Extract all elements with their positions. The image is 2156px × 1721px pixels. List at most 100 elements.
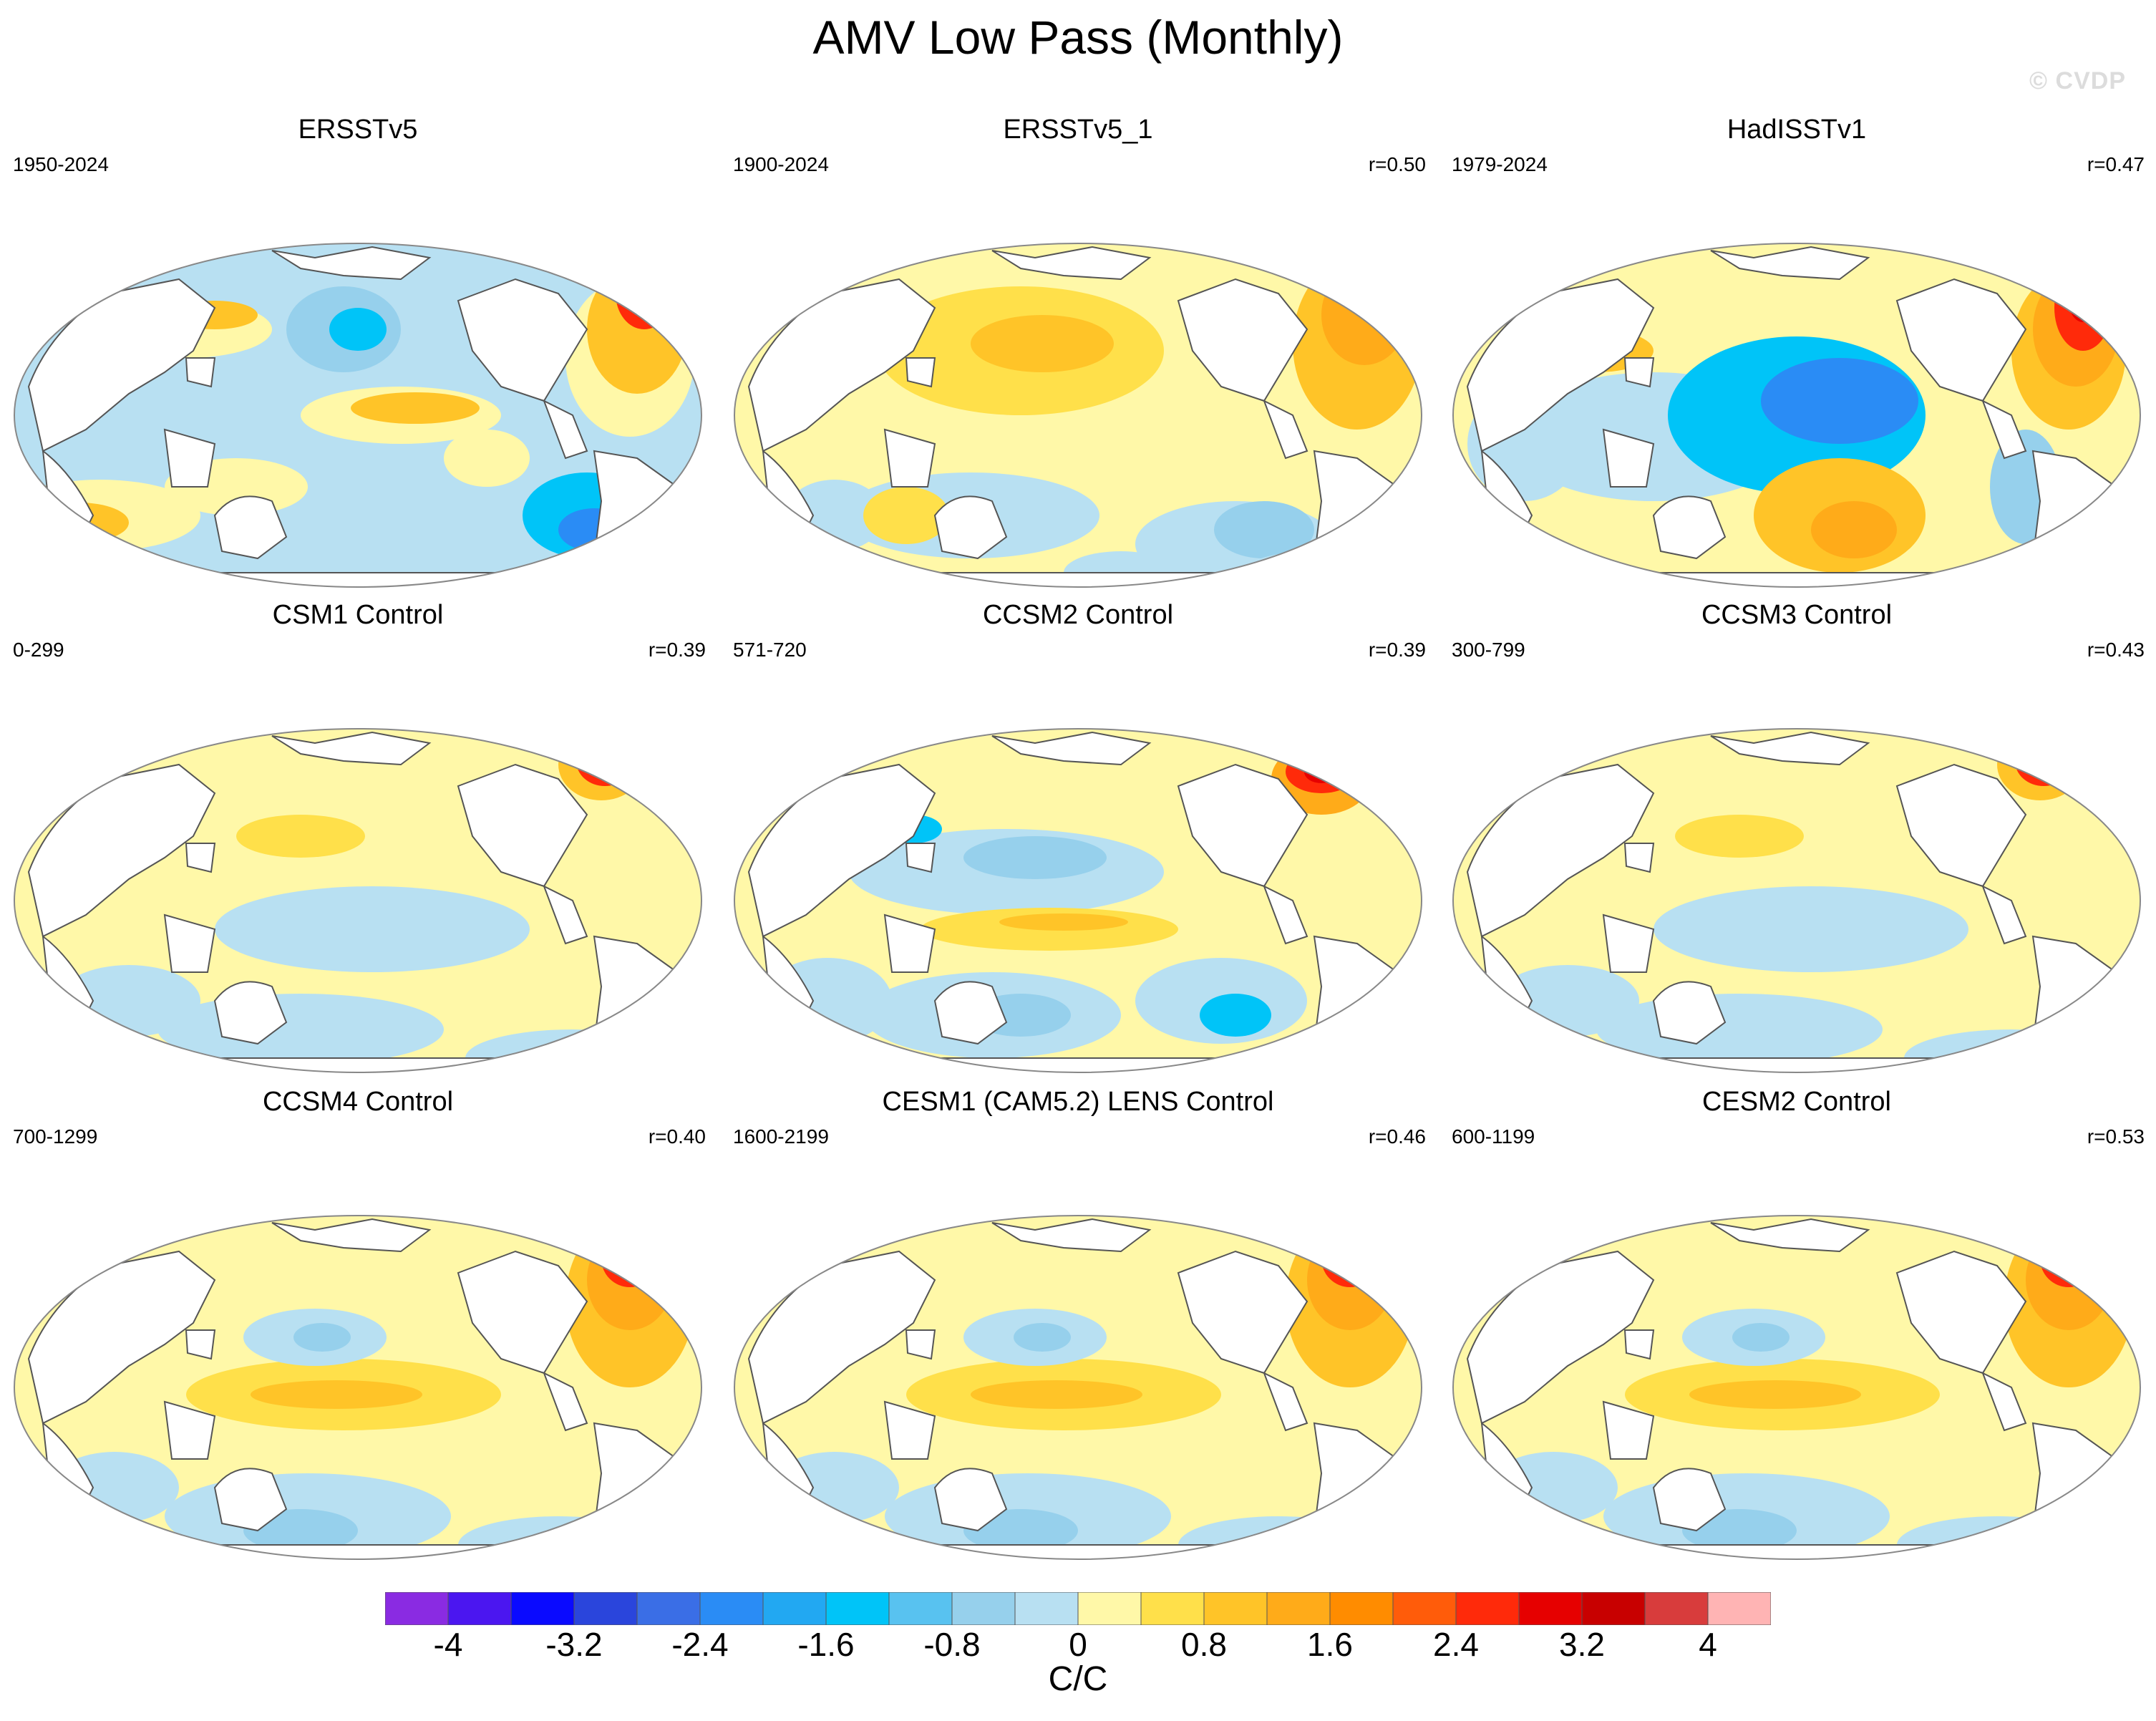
panel-years: 1950-2024 [13,153,109,175]
map-border [14,1215,702,1560]
map-panel: ERSSTv5_1 1900-2024 r=0.50 [720,115,1436,598]
land-mass [1895,763,2027,888]
colorbar-tick-label: -1.6 [797,1626,855,1663]
map-border [14,243,702,588]
anomaly-contour [1689,1380,1861,1409]
anomaly-contour [2020,742,2060,773]
land-mass [1710,731,1870,766]
colorbar-segment [1707,1592,1771,1625]
land-mass [1263,884,1308,945]
colorbar-segment [1077,1592,1142,1625]
land-mass [883,913,936,973]
panel-title: CCSM4 Control [262,1087,454,1117]
panel-title: CCSM3 Control [1701,600,1893,630]
colorbar-tick-label: 3.2 [1559,1626,1605,1663]
land-mass [933,1468,1008,1532]
land-mass [2103,1257,2140,1324]
land-mass [1623,843,1655,873]
land-mass [1652,981,1727,1045]
land-mass [664,1257,701,1324]
map-border [1452,1215,2141,1560]
map-border [734,243,1422,588]
map-panel: CCSM3 Control 300-799 r=0.43 [1439,600,2155,1084]
land-mass [1710,246,1870,281]
map-border [14,728,702,1073]
anomaly-contour [587,265,687,394]
panel-correlation: r=0.46 [1368,1125,1426,1148]
land-mass [1453,1544,2140,1559]
colorbar-segment [888,1592,953,1625]
panel-title: ERSSTv5 [298,115,418,145]
land-mass [1384,770,1422,838]
panel-title: CCSM2 Control [982,600,1174,630]
colorbar-tick-label: 0.8 [1181,1626,1227,1663]
land-mass [883,1400,936,1460]
land-mass [905,357,936,388]
panel-title: CESM1 (CAM5.2) LENS Control [882,1087,1274,1117]
anomaly-contour [616,1237,644,1266]
land-mass [991,731,1152,766]
anomaly-contour [1214,501,1314,558]
land-mass [933,495,1008,560]
land-mass [213,1468,288,1532]
panel-correlation: r=0.47 [2087,153,2145,175]
colorbar-segment [1581,1592,1646,1625]
land-mass [734,572,1422,587]
colorbar-segment [1518,1592,1583,1625]
land-mass [991,246,1152,281]
anomaly-contour [971,1380,1142,1409]
land-mass [1602,428,1655,488]
land-mass [457,1250,588,1375]
anomaly-contour [1336,1237,1364,1266]
anomaly-contour [863,487,949,544]
land-mass [457,278,588,402]
panel-title: CESM2 Control [1702,1087,1891,1117]
land-mass [213,981,288,1045]
anomaly-contour [558,729,644,800]
land-mass [271,731,432,766]
land-mass [1453,572,2140,587]
map-border [734,728,1422,1073]
panel-years: 700-1299 [13,1125,98,1148]
land-mass [1263,399,1308,460]
anomaly-contour [1811,501,1897,558]
panel-title: HadISSTv1 [1727,115,1867,145]
land-mass [1623,1329,1655,1360]
land-mass [457,763,588,888]
colorbar-segment [1266,1592,1331,1625]
map-border [1452,243,2141,588]
anomaly-contour [329,308,387,351]
anomaly-contour [293,1323,351,1352]
land-mass [213,495,288,560]
land-mass [185,843,216,873]
anomaly-contour [963,836,1107,879]
map-globe [1452,1215,2141,1560]
colorbar-segment [636,1592,701,1625]
colorbar-tick-label: -0.8 [923,1626,981,1663]
anomaly-contour [1654,886,1968,972]
anomaly-contour [2040,1230,2097,1287]
land-mass [2103,285,2140,352]
anomaly-contour [2069,279,2097,322]
land-mass [1384,285,1422,352]
colorbar-segment [699,1592,764,1625]
anomaly-contour [351,392,480,424]
anomaly-contour [1761,358,1918,444]
colorbar-tick-label: 2.4 [1433,1626,1479,1663]
panel-years: 0-299 [13,639,64,661]
panel-title: ERSSTv5_1 [1003,115,1153,145]
colorbar-segment [951,1592,1016,1625]
land-mass [163,1400,216,1460]
map-panel: CCSM2 Control 571-720 r=0.39 [720,600,1436,1084]
anomaly-contour [1286,750,1357,793]
map-panel: HadISSTv1 1979-2024 r=0.47 [1439,115,2155,598]
land-mass [1263,1371,1308,1432]
land-mass [185,357,216,388]
colorbar-segment [762,1592,827,1625]
panel-years: 1979-2024 [1452,153,1548,175]
anomaly-contour [157,994,444,1065]
land-mass [1981,399,2027,460]
land-mass [271,1218,432,1253]
anomaly-contour [1014,1323,1071,1352]
land-mass [185,1329,216,1360]
